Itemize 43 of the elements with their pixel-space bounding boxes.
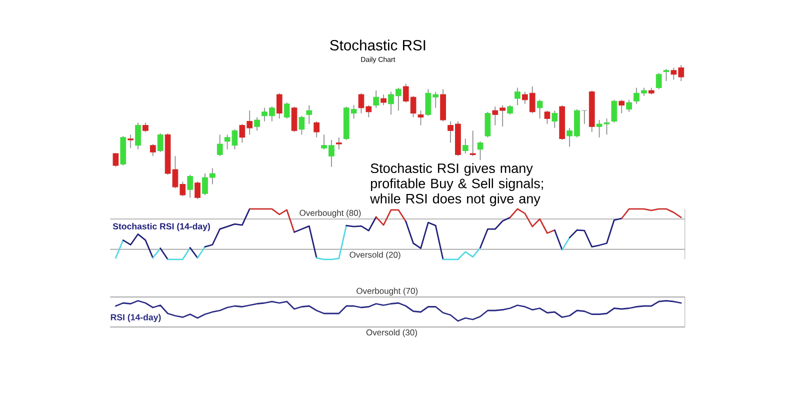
candlestick [314,120,320,138]
candlestick [663,68,670,82]
candlestick [336,136,342,150]
candlestick [536,99,543,120]
candlestick [552,110,558,128]
candlestick [462,138,468,154]
candlestick [150,144,156,157]
candlestick [135,122,141,150]
ref-line-label: Oversold (30) [366,329,417,338]
candlestick [484,111,491,138]
candlestick [254,116,260,132]
series-label: Stochastic RSI (14-day) [112,222,210,232]
candlestick [216,134,223,157]
candlestick [470,130,476,157]
candlestick [582,110,588,124]
ref-line-label: Overbought (70) [356,288,418,296]
candlestick [142,122,148,132]
candlestick [187,174,194,198]
series-label: RSI (14-day) [110,314,161,322]
candlestick [194,181,200,200]
annotation: Stochastic RSI gives many profitable Buy & Sell signals; while RSI does not give any [370,163,543,206]
candlestick [418,110,424,126]
candlestick [618,99,625,114]
candlestick [112,152,119,168]
candlestick [544,110,550,124]
candlestick [626,99,632,112]
candlestick [157,132,164,153]
candlestick [291,106,298,132]
candlestick [477,140,484,161]
ref-line-label: Overbought (80) [300,210,361,218]
candlestick [380,94,386,106]
candlestick [128,134,134,149]
ref-line-label: Oversold (20) [350,251,400,260]
candlestick [656,72,662,90]
candlestick [373,90,380,108]
candlestick [298,115,305,136]
candlestick [284,102,290,120]
candlestick [611,99,618,124]
chart-title: Stochastic RSI [330,40,426,50]
candlestick [276,92,282,120]
candlestick [514,87,520,106]
candlestick [306,104,312,124]
candlestick [507,104,513,116]
